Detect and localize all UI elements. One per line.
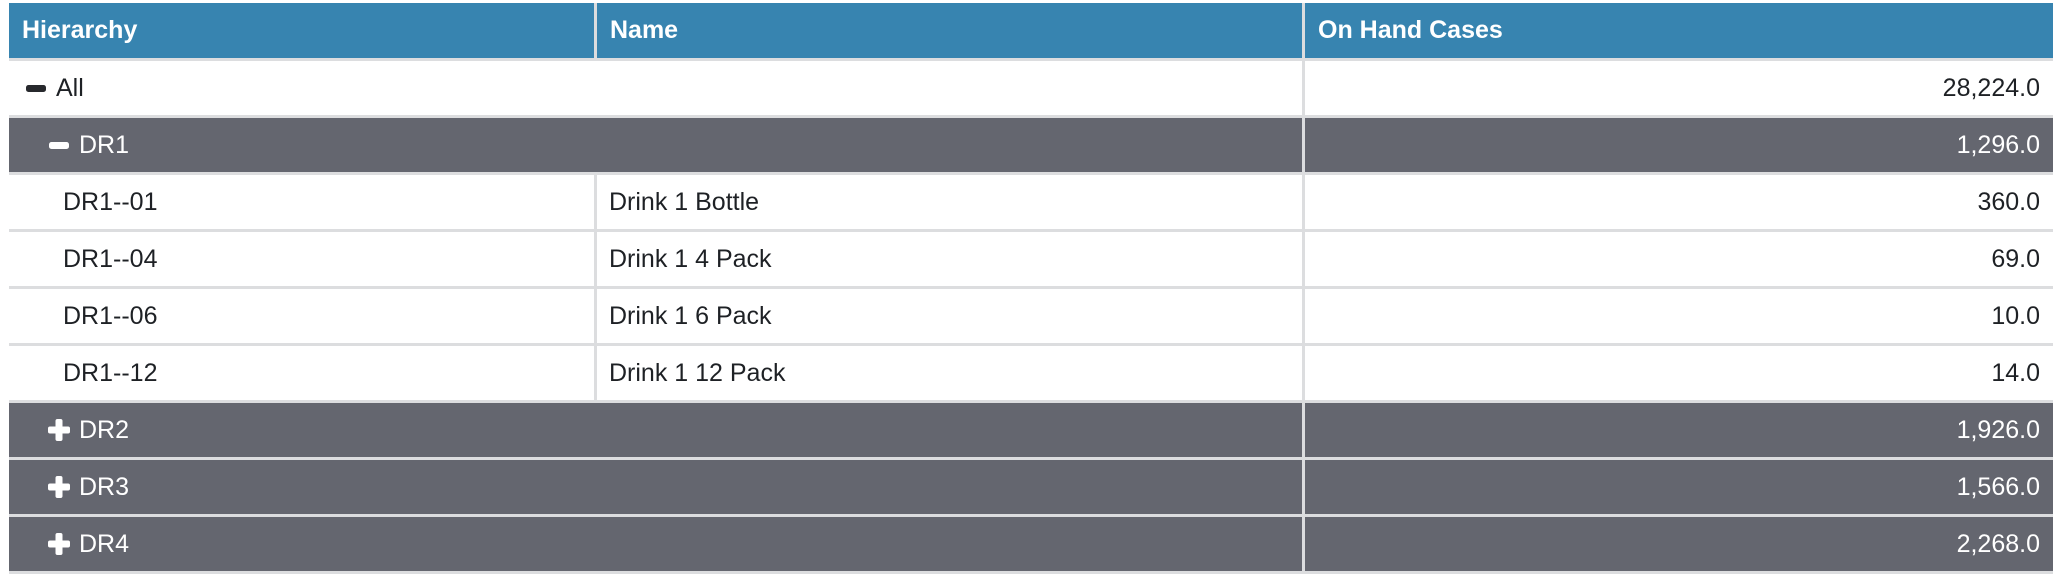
expand-icon[interactable]: [48, 476, 70, 498]
hierarchy-cell: DR1: [9, 118, 1302, 172]
value-cell: 10.0: [1305, 289, 2053, 343]
hierarchy-cell: DR3: [9, 460, 1302, 514]
hierarchy-label: DR1--12: [63, 358, 158, 387]
hierarchy-label: All: [56, 73, 84, 102]
hierarchy-cell: DR1--12: [9, 346, 594, 400]
value-cell: 14.0: [1305, 346, 2053, 400]
hierarchy-label: DR1: [79, 130, 130, 159]
hierarchy-cell: DR2: [9, 403, 1302, 457]
name-cell: Drink 1 12 Pack: [597, 346, 1302, 400]
hierarchy-label: DR3: [79, 472, 130, 501]
hierarchy-label: DR1--06: [63, 301, 158, 330]
value-cell: 1,296.0: [1305, 118, 2053, 172]
name-cell: Drink 1 6 Pack: [597, 289, 1302, 343]
value-cell: 360.0: [1305, 175, 2053, 229]
collapse-icon[interactable]: [48, 141, 70, 149]
column-header-on-hand-cases[interactable]: On Hand Cases: [1305, 3, 2053, 58]
hierarchy-label: DR2: [79, 415, 130, 444]
expand-icon[interactable]: [48, 533, 70, 555]
name-cell: Drink 1 Bottle: [597, 175, 1302, 229]
name-cell: Drink 1 4 Pack: [597, 232, 1302, 286]
expand-icon[interactable]: [48, 419, 70, 441]
hierarchy-cell: DR1--06: [9, 289, 594, 343]
hierarchy-label: DR4: [79, 529, 130, 558]
hierarchy-cell: DR1--04: [9, 232, 594, 286]
hierarchy-data-grid: Hierarchy Name On Hand Cases All 28,224.…: [9, 3, 2053, 574]
hierarchy-cell: DR4: [9, 517, 1302, 571]
hierarchy-label: DR1--04: [63, 244, 158, 273]
hierarchy-cell: All: [9, 61, 1302, 115]
value-cell: 28,224.0: [1305, 61, 2053, 115]
collapse-icon[interactable]: [25, 84, 47, 92]
column-header-name[interactable]: Name: [597, 3, 1302, 58]
value-cell: 69.0: [1305, 232, 2053, 286]
hierarchy-label: DR1--01: [63, 187, 158, 216]
value-cell: 1,566.0: [1305, 460, 2053, 514]
value-cell: 2,268.0: [1305, 517, 2053, 571]
value-cell: 1,926.0: [1305, 403, 2053, 457]
column-header-hierarchy[interactable]: Hierarchy: [9, 3, 594, 58]
hierarchy-cell: DR1--01: [9, 175, 594, 229]
